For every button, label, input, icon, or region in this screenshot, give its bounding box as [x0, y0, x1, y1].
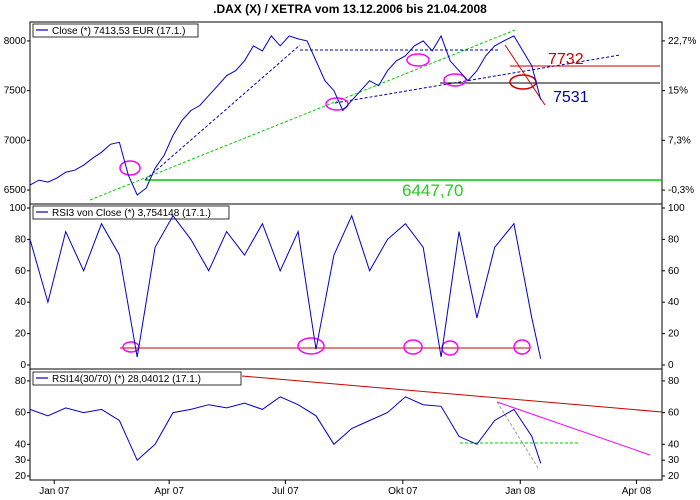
- marker-low-feb: [119, 160, 141, 176]
- rsi3-marker-1: [122, 341, 140, 353]
- rsi14-ytick-label: 30: [15, 455, 27, 466]
- marker-oct: [406, 53, 430, 67]
- rsi14-ytick-label-right: 80: [668, 376, 680, 387]
- xtick-label: Jan 08: [505, 486, 535, 497]
- rsi14-ytick-label: 40: [15, 439, 27, 450]
- rsi3-ytick-label-right: 100: [668, 203, 685, 214]
- rsi3-layer: 0 20 40 60 80 100 0 20 40 60 80 100: [9, 203, 685, 371]
- chart-title: .DAX (X) / XETRA vom 13.12.2006 bis 21.0…: [213, 2, 487, 16]
- rsi3-annotations: [120, 337, 531, 356]
- rsi14-ytick-label: 60: [15, 408, 27, 419]
- rsi3-ytick-label-right: 0: [668, 360, 674, 371]
- rsi3-ytick-label: 80: [15, 234, 27, 245]
- rsi3-marker-2: [297, 337, 325, 355]
- price-ytick-label-right: 7,3%: [668, 135, 691, 146]
- rsi3-ytick-label: 20: [15, 329, 27, 340]
- rsi3-series-line: [29, 214, 542, 359]
- rsi14-magenta-trend: [496, 401, 651, 456]
- rsi14-series-line: [29, 396, 542, 464]
- green-support-line: [89, 29, 516, 201]
- rsi14-ytick-label-right: 40: [668, 439, 680, 450]
- xtick-label: Apr 08: [622, 486, 652, 497]
- marker-jan-red: [509, 74, 537, 90]
- price-ytick-label: 8000: [4, 36, 27, 47]
- price-ytick-label: 7000: [4, 135, 27, 146]
- legend-rsi3: RSI3 von Close (*) 3,754148 (17.1.): [32, 205, 230, 220]
- blue-dashed-trend-2: [334, 54, 621, 104]
- rsi14-ytick-label: 20: [15, 471, 27, 482]
- blue-dashed-trend-1: [144, 44, 301, 181]
- price-layer: 6500 7000 7500 8000 -0,3% 7,3% 15% 22,7%: [4, 34, 696, 196]
- rsi3-ytick-label-right: 60: [668, 266, 680, 277]
- rsi14-ytick-label-right: 20: [668, 471, 680, 482]
- rsi14-grey-dashed: [496, 401, 539, 469]
- rsi3-ytick-label-right: 40: [668, 297, 680, 308]
- panel-rsi14-frame: [29, 368, 663, 481]
- label-7531: 7531: [553, 89, 589, 106]
- rsi14-layer: 20 30 40 60 80 20 30 40 60 80: [15, 376, 680, 482]
- rsi3-ytick-label: 40: [15, 297, 27, 308]
- rsi3-marker-3: [403, 339, 423, 355]
- rsi3-ytick-label-right: 20: [668, 329, 680, 340]
- marker-nov: [443, 73, 467, 87]
- legend-rsi3-label: RSI3 von Close (*) 3,754148 (17.1.): [52, 208, 211, 219]
- xtick-label: Jul 07: [272, 486, 299, 497]
- price-ytick-label: 7500: [4, 86, 27, 97]
- legend-rsi14-label: RSI14(30/70) (*) 28,04012 (17.1.): [52, 374, 201, 385]
- rsi14-ytick-label-right: 30: [668, 455, 680, 466]
- rsi3-ytick-label: 60: [15, 266, 27, 277]
- panel-price-frame: [29, 21, 663, 205]
- label-6447: 6447,70: [402, 181, 463, 200]
- rsi3-ytick-label: 100: [9, 203, 26, 214]
- legend-price: Close (*) 7413,53 EUR (17.1.): [32, 23, 199, 38]
- price-series-line: [29, 34, 542, 196]
- legend-price-label: Close (*) 7413,53 EUR (17.1.): [52, 26, 185, 37]
- xtick-label: Jan 07: [39, 486, 69, 497]
- axis-layer: Jan 07 Apr 07 Jul 07 Okt 07 Jan 08 Apr 08: [39, 480, 652, 497]
- rsi14-ytick-label: 80: [15, 376, 27, 387]
- rsi3-marker-5: [513, 339, 531, 355]
- xtick-label: Apr 07: [154, 486, 184, 497]
- price-ytick-label-right: -0,3%: [668, 185, 694, 196]
- price-ytick-label-right: 22,7%: [668, 36, 696, 47]
- price-annotations: 7732 7531 6447,70: [89, 29, 662, 201]
- rsi14-annotations: [241, 375, 663, 469]
- legend-rsi14: RSI14(30/70) (*) 28,04012 (17.1.): [32, 371, 242, 386]
- rsi14-ytick-label-right: 60: [668, 408, 680, 419]
- rsi14-red-trend: [241, 375, 663, 413]
- price-ytick-label: 6500: [4, 185, 27, 196]
- rsi3-ytick-label: 0: [20, 360, 26, 371]
- label-7732: 7732: [548, 51, 584, 68]
- xtick-label: Okt 07: [388, 486, 418, 497]
- price-ytick-label-right: 15%: [668, 86, 688, 97]
- rsi3-ytick-label-right: 80: [668, 234, 680, 245]
